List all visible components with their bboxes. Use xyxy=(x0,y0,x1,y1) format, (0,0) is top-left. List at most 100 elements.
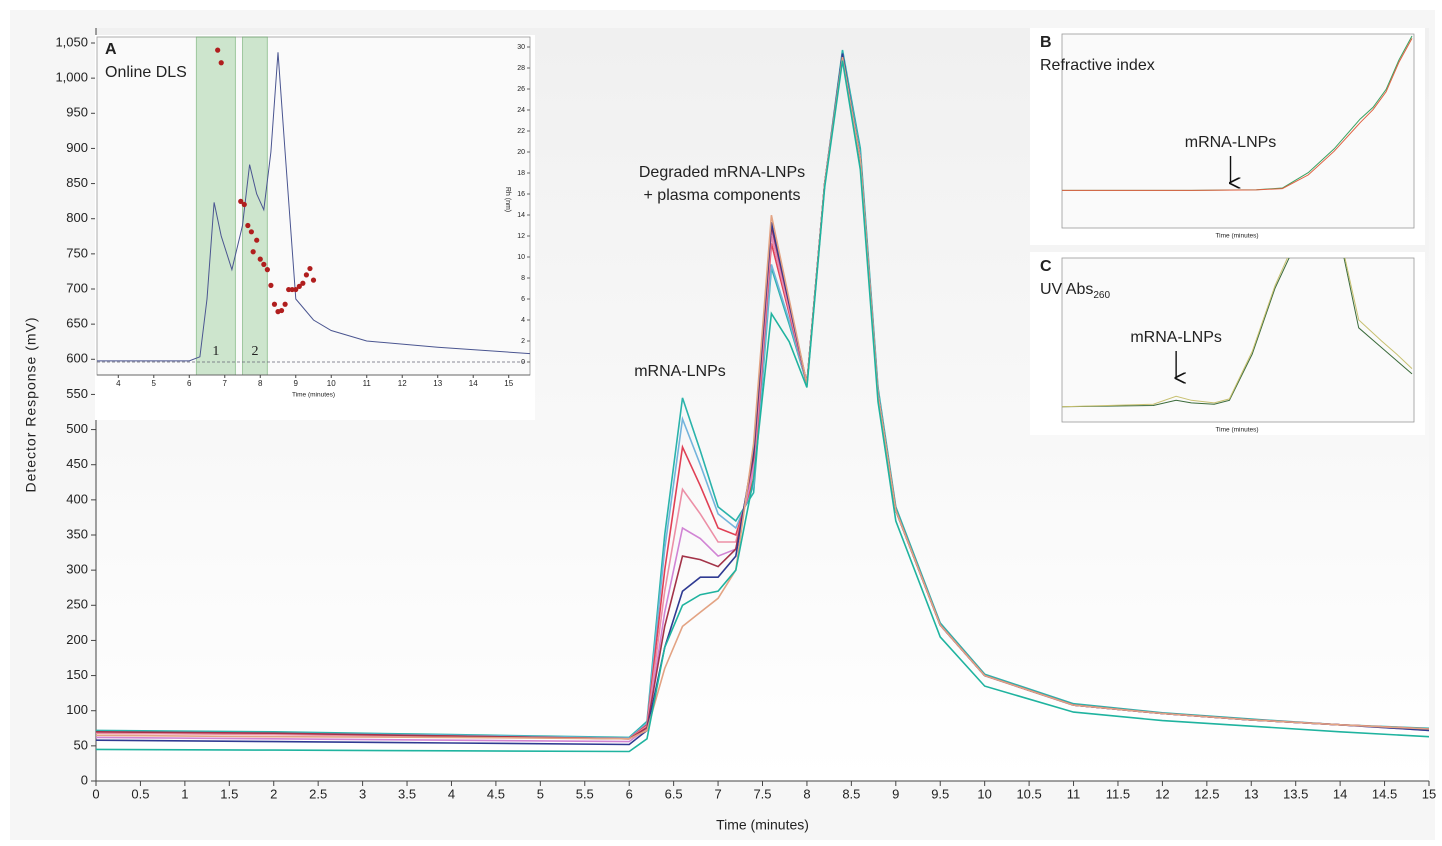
x-tick-label: 1 xyxy=(181,786,188,801)
x-tick-label: 3.5 xyxy=(398,786,416,801)
panel-title-text: Online DLS xyxy=(105,64,187,81)
y-tick-label: 650 xyxy=(66,316,88,331)
y-tick-label: 850 xyxy=(66,175,88,190)
x-tick-label: 4 xyxy=(116,379,121,388)
data-point xyxy=(257,256,263,262)
data-point xyxy=(271,301,278,307)
y-tick-label: 600 xyxy=(66,351,88,366)
x-tick-label: 8 xyxy=(258,379,263,388)
y-tick-label: 250 xyxy=(66,597,88,612)
y-tick-label: 4 xyxy=(521,317,525,324)
x-tick-label: 10 xyxy=(327,379,336,388)
x-tick-label: 2.5 xyxy=(309,786,327,801)
x-tick-label: 8 xyxy=(803,786,810,801)
data-point xyxy=(303,272,310,278)
data-point xyxy=(215,47,221,53)
inset-panel: Time (minutes) B Refractive index mRNA-LNPs xyxy=(1030,28,1425,245)
y-tick-label: 500 xyxy=(66,421,88,436)
x-tick-label: 7 xyxy=(714,786,721,801)
x-tick-label: 13 xyxy=(1244,786,1258,801)
x-tick-label: 7.5 xyxy=(753,786,771,801)
x-tick-label: 7 xyxy=(223,379,228,388)
y-tick-label: 700 xyxy=(66,280,88,295)
x-tick-label: 12 xyxy=(398,379,407,388)
data-point xyxy=(238,198,244,204)
x-tick-label: 9 xyxy=(892,786,899,801)
x-tick-label: 8.5 xyxy=(842,786,860,801)
y-tick-label: 22 xyxy=(517,128,525,135)
y-tick-label: 400 xyxy=(66,491,88,506)
y-axis-label: Rh (nm) xyxy=(504,187,511,212)
x-tick-label: 1.5 xyxy=(220,786,238,801)
y-tick-label: 26 xyxy=(517,86,525,93)
x-tick-label: 5 xyxy=(152,379,157,388)
x-axis-label: Time (minutes) xyxy=(1215,427,1258,434)
y-tick-label: 50 xyxy=(74,737,88,752)
annotation: mRNA-LNPs xyxy=(634,363,726,380)
trace xyxy=(1062,258,1413,408)
x-tick-label: 10.5 xyxy=(1016,786,1041,801)
panel-letter: C xyxy=(1040,258,1052,275)
series-layer xyxy=(1062,258,1413,408)
plot-area xyxy=(1061,33,1415,229)
region-label: 2 xyxy=(251,344,258,359)
y-tick-label: 550 xyxy=(66,386,88,401)
data-point xyxy=(218,60,224,66)
y-tick-label: 28 xyxy=(517,65,525,72)
x-tick-label: 14 xyxy=(1333,786,1347,801)
panel-title-subscript: 260 xyxy=(1093,290,1110,301)
x-axis-label: Time (minutes) xyxy=(1215,233,1258,240)
y-tick-label: 6 xyxy=(521,296,525,303)
y-tick-label: 1,050 xyxy=(55,34,88,49)
x-axis-label: Time (minutes) xyxy=(292,392,335,399)
x-tick-label: 13 xyxy=(433,379,442,388)
annotation: Degraded mRNA-LNPs xyxy=(639,164,805,181)
y-tick-label: 200 xyxy=(66,632,88,647)
region-label: 1 xyxy=(212,344,219,359)
y-tick-label: 900 xyxy=(66,140,88,155)
annotation: mRNA-LNPs xyxy=(1130,329,1222,346)
data-point xyxy=(282,301,288,307)
x-tick-label: 0 xyxy=(92,786,99,801)
y-tick-label: 0 xyxy=(81,772,88,787)
series-layer xyxy=(1062,35,1413,191)
data-point xyxy=(245,222,251,229)
x-tick-label: 6 xyxy=(626,786,633,801)
x-tick-label: 9.5 xyxy=(931,786,949,801)
data-point xyxy=(264,267,270,273)
y-tick-label: 950 xyxy=(66,105,88,120)
annotation: mRNA-LNPs xyxy=(1185,134,1277,151)
x-tick-label: 5 xyxy=(537,786,544,801)
inset-panel: Time (minutes) C UV Abs260 mRNA-LNPs xyxy=(1030,252,1425,435)
x-tick-label: 3 xyxy=(359,786,366,801)
data-point xyxy=(293,286,299,293)
x-tick-label: 14 xyxy=(469,379,478,388)
y-tick-label: 750 xyxy=(66,245,88,260)
data-point xyxy=(248,229,254,235)
inset-panel: 1 24 5 6 7 8 9 10 11 12 13 14 1502468101214161820222… xyxy=(95,35,535,420)
x-axis-label: Time (minutes) xyxy=(716,817,809,833)
panel-title: Refractive index xyxy=(1040,57,1155,74)
panel-letter: B xyxy=(1040,34,1052,51)
x-tick-label: 5.5 xyxy=(576,786,594,801)
x-tick-label: 10 xyxy=(977,786,991,801)
x-tick-label: 4.5 xyxy=(487,786,505,801)
x-tick-label: 12 xyxy=(1155,786,1169,801)
y-tick-label: 150 xyxy=(66,667,88,682)
data-point xyxy=(261,261,267,267)
data-point xyxy=(268,282,274,288)
x-tick-label: 0.5 xyxy=(131,786,149,801)
y-axis-label: Detector Response (mV) xyxy=(23,316,39,492)
x-tick-label: 14.5 xyxy=(1372,786,1397,801)
x-tick-label: 11.5 xyxy=(1106,786,1130,801)
data-point xyxy=(307,265,313,272)
panel-title-text: UV Abs xyxy=(1040,281,1093,298)
y-tick-label: 2 xyxy=(521,338,525,345)
y-tick-label: 1,000 xyxy=(55,70,88,85)
data-point xyxy=(278,307,285,314)
x-tick-label: 9 xyxy=(294,379,299,388)
panel-letter: A xyxy=(105,41,117,58)
y-tick-label: 450 xyxy=(66,456,88,471)
panel-title-text: Refractive index xyxy=(1040,57,1155,74)
